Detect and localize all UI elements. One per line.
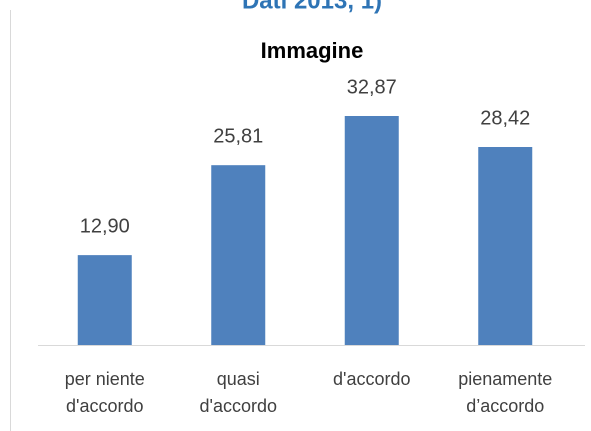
x-tick-label: d'accordo xyxy=(333,369,410,389)
bar xyxy=(478,147,533,345)
data-label: 28,42 xyxy=(480,107,530,129)
x-tick-label: per niente d'accordo xyxy=(65,369,145,416)
bar xyxy=(344,116,399,345)
data-label: 12,90 xyxy=(80,215,130,237)
data-label: 25,81 xyxy=(213,125,263,147)
x-tick-label: pienamente d’accordo xyxy=(458,369,552,416)
header-text: Dati 2013, 1) xyxy=(242,0,382,14)
bar xyxy=(77,255,132,345)
bar xyxy=(211,165,266,345)
x-tick-label: quasi d'accordo xyxy=(200,369,277,416)
data-label: 32,87 xyxy=(347,76,397,98)
chart-title: Immagine xyxy=(261,38,364,63)
